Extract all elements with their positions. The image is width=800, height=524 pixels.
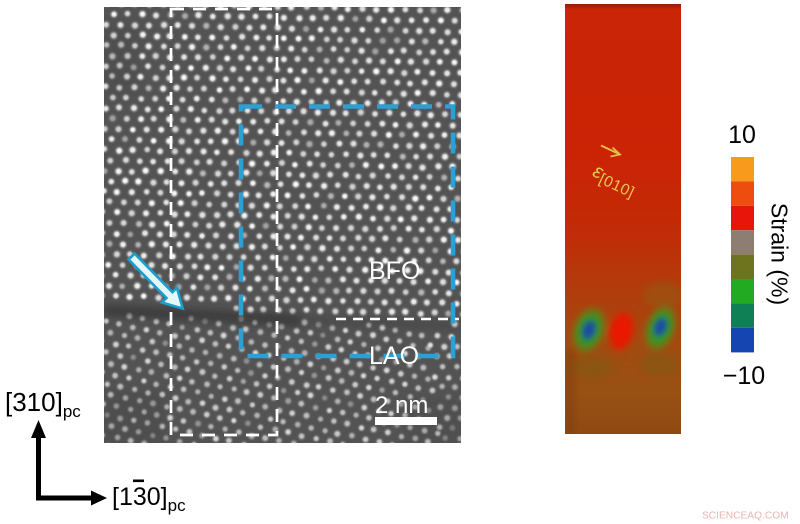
svg-text:−10: −10 bbox=[723, 362, 765, 390]
svg-text:2 nm: 2 nm bbox=[375, 392, 428, 419]
svg-text:SCIENCEAQ.COM: SCIENCEAQ.COM bbox=[702, 511, 789, 522]
svg-text:[310]pc: [310]pc bbox=[5, 387, 81, 421]
svg-text:Strain (%): Strain (%) bbox=[767, 203, 793, 305]
svg-text:10: 10 bbox=[728, 121, 756, 149]
svg-text:BFO: BFO bbox=[369, 257, 420, 285]
svg-text:[130]pc: [130]pc bbox=[112, 483, 186, 515]
svg-text:LAO: LAO bbox=[369, 342, 419, 370]
